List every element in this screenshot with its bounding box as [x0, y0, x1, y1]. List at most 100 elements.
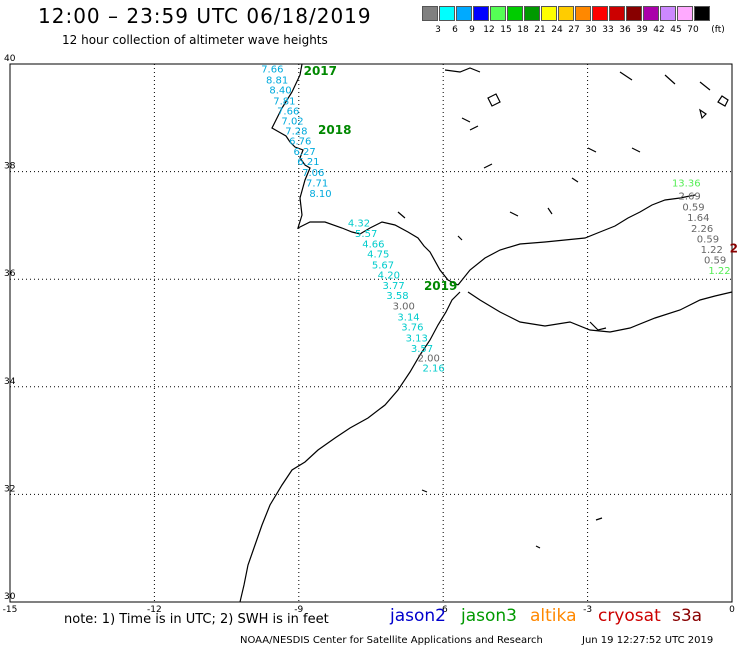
north-africa-coast	[467, 291, 733, 333]
satellite-name-cryosat: cryosat	[598, 606, 661, 626]
swh-value: 13.36	[672, 179, 701, 190]
swh-value: 4.66	[362, 239, 384, 250]
iberia-west-coast	[271, 63, 459, 286]
swh-value: 7.66	[261, 65, 283, 76]
satellite-name-altika: altika	[530, 606, 577, 626]
swh-value: 0.59	[697, 235, 719, 246]
legend-swatch	[490, 6, 506, 21]
swh-value: 3.14	[397, 313, 419, 324]
inland-features	[397, 93, 641, 549]
lon-tick-label: -6	[439, 605, 448, 615]
swh-value: 1.22	[708, 266, 730, 277]
graticule	[10, 64, 732, 602]
lat-tick-label: 34	[4, 377, 16, 387]
swh-value: 0.59	[704, 256, 726, 267]
lon-tick-label: -15	[3, 605, 18, 615]
swh-value: 7.06	[302, 168, 324, 179]
legend-swatch	[575, 6, 591, 21]
swh-value: 2.16	[422, 364, 444, 375]
lon-tick-label: -12	[147, 605, 162, 615]
swh-value: 6.27	[293, 147, 315, 158]
chart-subtitle: 12 hour collection of altimeter wave hei…	[62, 33, 328, 47]
swh-value: 7.71	[306, 179, 328, 190]
swh-value: 2.00	[418, 354, 440, 365]
swh-value: 3.57	[411, 344, 433, 355]
legend-label: 24	[551, 25, 563, 35]
legend-label: 9	[469, 25, 475, 35]
axis-ticks: -15 -12 -9 -6 -3 0 40 38 36 34 32 30	[3, 54, 735, 615]
swh-value: 2.69	[679, 192, 701, 203]
legend-swatch	[456, 6, 472, 21]
legend-label: 15	[500, 25, 512, 35]
track-label: 2019	[424, 279, 457, 293]
legend-label: 36	[619, 25, 631, 35]
legend-swatch	[422, 6, 438, 21]
swh-value: 1.64	[687, 213, 709, 224]
legend-label: 3	[435, 25, 441, 35]
swh-value: 6.21	[297, 157, 319, 168]
legend-label: 39	[636, 25, 648, 35]
legend-swatch	[592, 6, 608, 21]
legend-swatch	[541, 6, 557, 21]
lon-tick-label: -9	[294, 605, 303, 615]
swh-value: 7.28	[285, 126, 307, 137]
legend-swatch	[439, 6, 455, 21]
swh-value: 7.66	[277, 107, 299, 118]
legend-label: 12	[483, 25, 495, 35]
color-legend: 3 6 9 12 15 18 21 24 27 30 33 36 39 42 45 70 (ft)	[422, 4, 732, 36]
swh-value: 7.02	[281, 116, 303, 127]
iberia-south-coast	[457, 194, 696, 286]
legend-swatch	[558, 6, 574, 21]
swh-value: 4.75	[367, 250, 389, 261]
legend-label: 18	[517, 25, 529, 35]
satellite-name-s3a: s3a	[672, 606, 703, 626]
lat-tick-label: 36	[4, 269, 16, 279]
swh-value: 2.26	[691, 224, 713, 235]
legend-label: 42	[653, 25, 665, 35]
legend-label: 30	[585, 25, 597, 35]
swh-value: 1.22	[701, 245, 723, 256]
legend-label: 33	[602, 25, 614, 35]
satellite-name-jason2: jason2	[390, 606, 446, 626]
lon-tick-label: 0	[729, 605, 735, 615]
legend-unit: (ft)	[711, 25, 725, 35]
lat-tick-label: 32	[4, 484, 15, 494]
lat-tick-label: 30	[4, 592, 16, 602]
observation-labels: 7.668.818.407.817.667.027.286.766.276.21…	[261, 65, 730, 375]
track-label: 2017	[304, 64, 337, 78]
swh-value: 3.58	[386, 291, 408, 302]
legend-label: 45	[670, 25, 682, 35]
swh-value: 8.81	[266, 75, 288, 86]
legend-label: 6	[452, 25, 458, 35]
legend-label: 70	[687, 25, 699, 35]
lat-tick-label: 40	[4, 54, 16, 64]
lat-tick-label: 38	[4, 162, 16, 172]
france-coast	[444, 67, 711, 91]
map-note: note: 1) Time is in UTC; 2) SWH is in fe…	[64, 612, 329, 627]
swh-value: 4.32	[348, 218, 370, 229]
track-label: 2018	[318, 123, 351, 137]
swh-value: 8.10	[309, 189, 331, 200]
swh-value: 5.57	[355, 229, 377, 240]
legend-label: 21	[534, 25, 546, 35]
legend-swatch	[677, 6, 693, 21]
track-label: 2	[730, 241, 738, 255]
swh-value: 3.76	[401, 322, 423, 333]
legend-label: 27	[568, 25, 580, 35]
generated-timestamp: Jun 19 12:27:52 UTC 2019	[582, 635, 714, 646]
legend-swatch	[626, 6, 642, 21]
swh-value: 4.20	[378, 271, 400, 282]
swh-value: 3.00	[393, 301, 415, 312]
legend-swatch	[473, 6, 489, 21]
swh-value: 8.40	[269, 86, 291, 97]
credit-line: NOAA/NESDIS Center for Satellite Applica…	[240, 635, 543, 646]
swh-value: 3.13	[406, 334, 428, 345]
lon-tick-label: -3	[583, 605, 592, 615]
balearic-islands	[699, 95, 729, 120]
swh-value: 5.67	[372, 260, 394, 271]
legend-swatch	[609, 6, 625, 21]
chart-title: 12:00 – 23:59 UTC 06/18/2019	[38, 4, 372, 28]
coastline	[239, 63, 733, 603]
legend-swatch	[524, 6, 540, 21]
